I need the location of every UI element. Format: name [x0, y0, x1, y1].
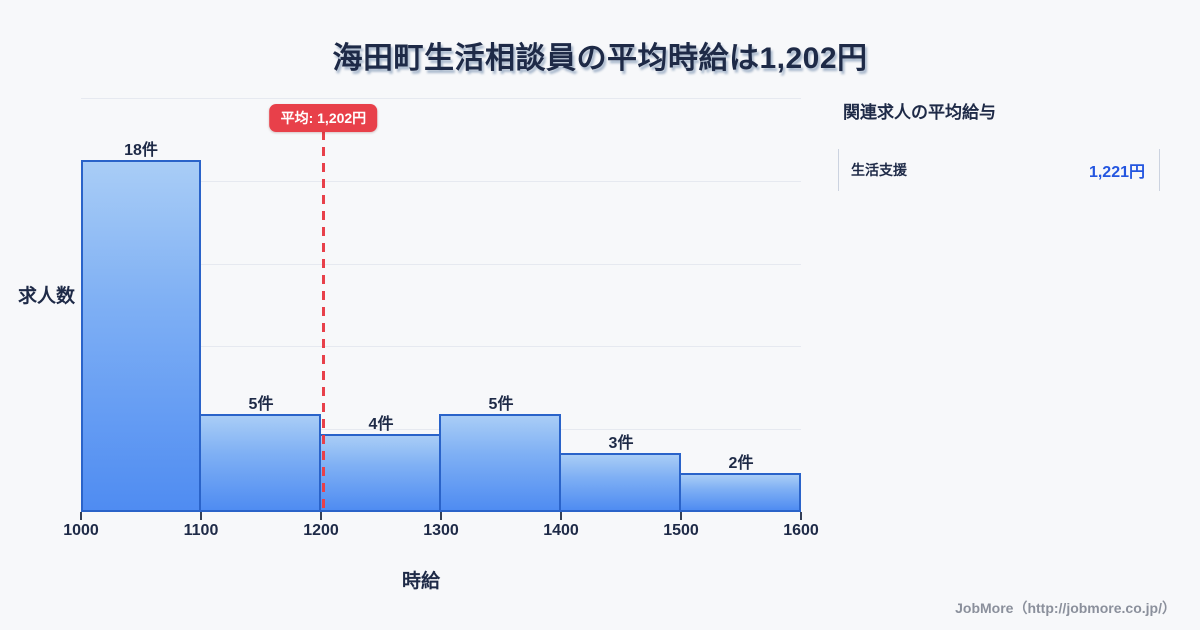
histogram-bar-1100-1200	[199, 414, 321, 512]
histogram-bar-1500-1600	[679, 473, 801, 512]
page-title: 海田町生活相談員の平均時給は1,202円	[332, 42, 868, 75]
bar-count-label: 3件	[608, 435, 634, 452]
gridline	[81, 264, 801, 265]
bar-count-label: 4件	[368, 416, 394, 433]
x-tick-label: 1000	[63, 522, 99, 539]
x-tick-mark	[800, 512, 802, 520]
x-tick-mark	[320, 512, 322, 520]
related-job-row: 生活支援 1,221円	[838, 149, 1160, 191]
bar-count-label: 2件	[728, 455, 754, 472]
gridline	[81, 98, 801, 99]
histogram-bar-1200-1300	[319, 434, 441, 512]
mean-value-badge: 平均: 1,202円	[269, 104, 378, 132]
related-job-value: 1,221円	[1088, 164, 1145, 181]
x-tick-label: 1600	[783, 522, 819, 539]
x-tick-mark	[80, 512, 82, 520]
x-tick-label: 1500	[663, 522, 699, 539]
bar-count-label: 18件	[124, 142, 158, 159]
x-tick-label: 1200	[303, 522, 339, 539]
histogram-bar-1000-1100	[81, 160, 201, 512]
x-tick-mark	[680, 512, 682, 520]
mean-dashed-line	[321, 131, 325, 512]
x-tick-mark	[200, 512, 202, 520]
x-tick-label: 1300	[423, 522, 459, 539]
x-tick-label: 1100	[183, 522, 219, 539]
related-jobs-panel: 関連求人の平均給与 生活支援 1,221円	[838, 98, 1162, 191]
gridline	[81, 181, 801, 182]
gridline	[81, 346, 801, 347]
histogram-bar-1400-1500	[559, 453, 681, 512]
jobmore-credit: JobMore（http://jobmore.co.jp/）	[955, 600, 1176, 616]
y-axis-label: 求人数	[18, 286, 76, 307]
bar-count-label: 5件	[488, 396, 514, 413]
bar-count-label: 5件	[248, 396, 274, 413]
x-tick-mark	[440, 512, 442, 520]
x-axis-label: 時給	[401, 571, 440, 592]
histogram-plot: 平均: 1,202円 18件 5件 4件 5件 3件 2件 1000 1100 1200 1300…	[63, 98, 819, 539]
related-job-label: 生活支援	[851, 162, 907, 178]
x-tick-mark	[560, 512, 562, 520]
histogram-bar-1300-1400	[439, 414, 561, 512]
x-tick-label: 1400	[543, 522, 579, 539]
related-jobs-heading: 関連求人の平均給与	[843, 103, 996, 122]
